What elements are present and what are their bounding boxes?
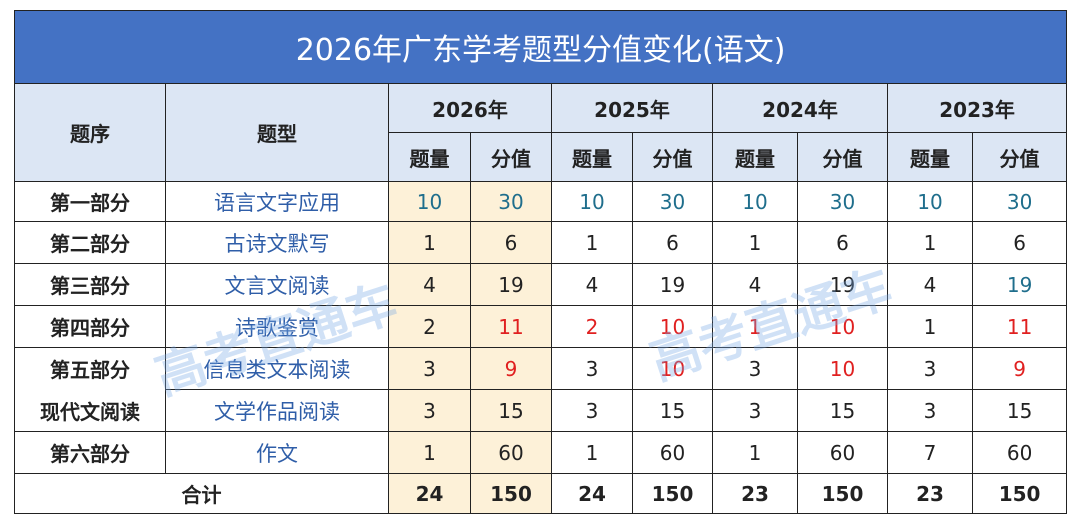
value-cell: 9 xyxy=(971,347,1068,390)
year-header: 2023年 xyxy=(886,83,1068,133)
value-cell: 9 xyxy=(470,347,552,390)
value-cell: 10 xyxy=(632,347,713,390)
row-type: 语言文字应用 xyxy=(165,181,389,222)
row-type: 信息类文本阅读 xyxy=(165,347,389,390)
sub-header: 分值 xyxy=(632,132,713,182)
total-cell: 150 xyxy=(797,473,888,514)
year-header: 2024年 xyxy=(712,83,888,133)
total-cell: 150 xyxy=(470,473,552,514)
value-cell: 2 xyxy=(388,305,471,348)
value-cell: 1 xyxy=(887,221,973,264)
value-cell: 30 xyxy=(797,181,888,222)
row-order: 第一部分 xyxy=(14,181,166,222)
value-cell: 3 xyxy=(887,347,973,390)
value-cell: 60 xyxy=(632,431,713,474)
row-type: 古诗文默写 xyxy=(165,221,389,264)
value-cell: 10 xyxy=(712,181,798,222)
row-type: 文言文阅读 xyxy=(165,263,389,306)
value-cell: 11 xyxy=(971,305,1068,348)
sub-header: 分值 xyxy=(470,132,552,182)
value-cell: 4 xyxy=(388,263,471,306)
value-cell: 1 xyxy=(712,221,798,264)
total-label: 合计 xyxy=(14,473,389,514)
sub-header: 题量 xyxy=(551,132,633,182)
value-cell: 3 xyxy=(388,347,471,390)
row-type: 文学作品阅读 xyxy=(165,389,389,432)
value-cell: 60 xyxy=(797,431,888,474)
value-cell: 10 xyxy=(388,181,471,222)
row-order: 第四部分 xyxy=(14,305,166,348)
value-cell: 3 xyxy=(551,347,633,390)
sub-header: 题量 xyxy=(712,132,798,182)
total-cell: 150 xyxy=(971,473,1068,514)
row-order: 现代文阅读 xyxy=(14,389,166,432)
value-cell: 3 xyxy=(388,389,471,432)
value-cell: 1 xyxy=(551,431,633,474)
value-cell: 6 xyxy=(797,221,888,264)
value-cell: 1 xyxy=(887,305,973,348)
value-cell: 15 xyxy=(797,389,888,432)
row-order: 第六部分 xyxy=(14,431,166,474)
value-cell: 15 xyxy=(632,389,713,432)
value-cell: 6 xyxy=(470,221,552,264)
value-cell: 11 xyxy=(470,305,552,348)
header-cell: 题序 xyxy=(14,83,166,182)
value-cell: 15 xyxy=(971,389,1068,432)
total-cell: 150 xyxy=(632,473,713,514)
year-header: 2025年 xyxy=(551,83,713,133)
value-cell: 4 xyxy=(712,263,798,306)
header-cell: 题型 xyxy=(165,83,389,182)
year-header: 2026年 xyxy=(388,83,552,133)
value-cell: 1 xyxy=(388,431,471,474)
value-cell: 60 xyxy=(971,431,1068,474)
value-cell: 6 xyxy=(632,221,713,264)
total-cell: 24 xyxy=(388,473,471,514)
value-cell: 3 xyxy=(887,389,973,432)
value-cell: 4 xyxy=(887,263,973,306)
value-cell: 60 xyxy=(470,431,552,474)
total-cell: 23 xyxy=(712,473,798,514)
value-cell: 19 xyxy=(470,263,552,306)
value-cell: 30 xyxy=(632,181,713,222)
row-order: 第五部分 xyxy=(14,347,166,390)
value-cell: 4 xyxy=(551,263,633,306)
total-cell: 24 xyxy=(551,473,633,514)
table-title: 2026年广东学考题型分值变化(语文) xyxy=(13,10,1068,84)
total-cell: 23 xyxy=(887,473,973,514)
row-order: 第三部分 xyxy=(14,263,166,306)
value-cell: 10 xyxy=(797,305,888,348)
value-cell: 30 xyxy=(971,181,1068,222)
value-cell: 10 xyxy=(551,181,633,222)
value-cell: 3 xyxy=(712,347,798,390)
value-cell: 1 xyxy=(712,305,798,348)
value-cell: 10 xyxy=(632,305,713,348)
value-cell: 7 xyxy=(887,431,973,474)
value-cell: 2 xyxy=(551,305,633,348)
sub-header: 题量 xyxy=(887,132,973,182)
value-cell: 3 xyxy=(712,389,798,432)
value-cell: 1 xyxy=(388,221,471,264)
value-cell: 19 xyxy=(971,263,1068,306)
value-cell: 10 xyxy=(797,347,888,390)
sub-header: 分值 xyxy=(797,132,888,182)
score-table: 2026年广东学考题型分值变化(语文) 题序 题型 2026年 2025年 2024年 20… xyxy=(13,10,1068,514)
row-order: 第二部分 xyxy=(14,221,166,264)
value-cell: 3 xyxy=(551,389,633,432)
value-cell: 19 xyxy=(632,263,713,306)
value-cell: 15 xyxy=(470,389,552,432)
value-cell: 1 xyxy=(712,431,798,474)
value-cell: 19 xyxy=(797,263,888,306)
row-type: 诗歌鉴赏 xyxy=(165,305,389,348)
row-type: 作文 xyxy=(165,431,389,474)
sub-header: 题量 xyxy=(388,132,471,182)
value-cell: 1 xyxy=(551,221,633,264)
value-cell: 6 xyxy=(971,221,1068,264)
value-cell: 30 xyxy=(470,181,552,222)
sub-header: 分值 xyxy=(971,132,1068,182)
value-cell: 10 xyxy=(887,181,973,222)
